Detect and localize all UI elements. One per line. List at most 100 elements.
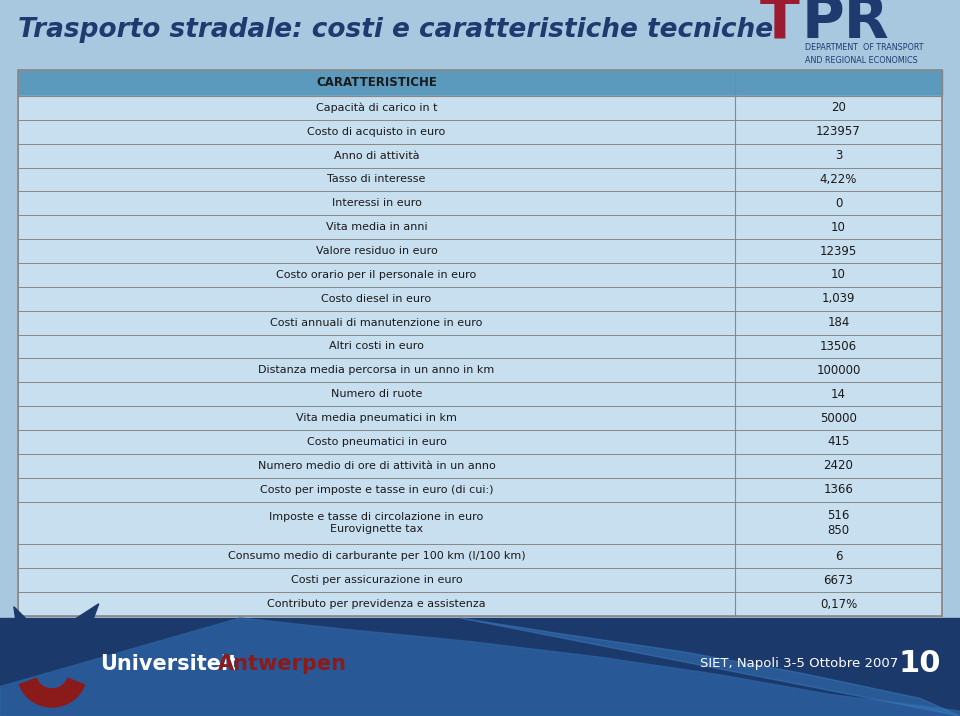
Bar	[18, 287, 942, 311]
Text: 100000: 100000	[816, 364, 861, 377]
Bar	[18, 216, 942, 239]
Bar	[18, 168, 942, 191]
Text: 10: 10	[831, 268, 846, 281]
Text: T: T	[760, 0, 800, 50]
Bar	[18, 501, 942, 544]
Text: 0: 0	[835, 197, 842, 210]
Bar	[18, 334, 942, 359]
Bar	[18, 569, 942, 592]
Text: 14: 14	[831, 387, 846, 401]
Bar	[18, 70, 942, 616]
Bar	[18, 592, 942, 616]
Bar	[18, 96, 942, 120]
Text: 2420: 2420	[824, 459, 853, 473]
Text: Tasso di interesse: Tasso di interesse	[327, 175, 425, 185]
Polygon shape	[460, 618, 960, 716]
Polygon shape	[0, 618, 960, 716]
Text: 123957: 123957	[816, 125, 861, 138]
Text: Antwerpen: Antwerpen	[218, 654, 347, 674]
Bar	[18, 501, 942, 544]
Bar	[18, 454, 942, 478]
Bar	[18, 168, 942, 191]
Bar	[18, 191, 942, 216]
Text: Distanza media percorsa in un anno in km: Distanza media percorsa in un anno in km	[258, 365, 494, 375]
Text: Altri costi in euro: Altri costi in euro	[329, 342, 424, 352]
Text: 1366: 1366	[824, 483, 853, 496]
Text: Costo di acquisto in euro: Costo di acquisto in euro	[307, 127, 445, 137]
Bar	[18, 120, 942, 144]
Text: CARATTERISTICHE: CARATTERISTICHE	[316, 77, 437, 90]
Text: DEPARTMENT  OF TRANSPORT
AND REGIONAL ECONOMICS: DEPARTMENT OF TRANSPORT AND REGIONAL ECO…	[805, 43, 924, 64]
Bar	[18, 70, 942, 96]
Text: Universiteit: Universiteit	[100, 654, 238, 674]
Text: Costi annuali di manutenzione in euro: Costi annuali di manutenzione in euro	[271, 318, 483, 328]
Text: 13506: 13506	[820, 340, 857, 353]
Bar	[18, 144, 942, 168]
Text: 0,17%: 0,17%	[820, 598, 857, 611]
Text: 50000: 50000	[820, 412, 857, 425]
Text: Costo orario per il personale in euro: Costo orario per il personale in euro	[276, 270, 476, 280]
Text: Costo pneumatici in euro: Costo pneumatici in euro	[306, 437, 446, 447]
Bar	[18, 406, 942, 430]
Text: 10: 10	[831, 221, 846, 233]
Bar	[18, 311, 942, 334]
Bar	[18, 120, 942, 144]
Text: 1,039: 1,039	[822, 292, 855, 305]
Bar	[18, 569, 942, 592]
Text: 415: 415	[828, 435, 850, 448]
Bar	[18, 239, 942, 263]
Bar	[18, 287, 942, 311]
Text: 20: 20	[831, 102, 846, 115]
Bar	[18, 191, 942, 216]
Bar	[18, 311, 942, 334]
Bar	[18, 263, 942, 287]
Bar	[18, 430, 942, 454]
Text: 6: 6	[835, 550, 842, 563]
Text: PR: PR	[802, 0, 890, 50]
Text: Costo diesel in euro: Costo diesel in euro	[322, 294, 432, 304]
Bar	[18, 454, 942, 478]
Text: Numero medio di ore di attività in un anno: Numero medio di ore di attività in un an…	[257, 460, 495, 470]
Bar	[18, 382, 942, 406]
Bar	[18, 239, 942, 263]
Bar	[18, 544, 942, 569]
FancyArrow shape	[13, 606, 47, 662]
Bar	[18, 478, 942, 501]
Text: 3: 3	[835, 149, 842, 162]
Bar	[18, 430, 942, 454]
Text: Interessi in euro: Interessi in euro	[331, 198, 421, 208]
FancyArrow shape	[51, 604, 99, 659]
Bar	[18, 144, 942, 168]
Bar	[18, 216, 942, 239]
Text: Costo per imposte e tasse in euro (di cui:): Costo per imposte e tasse in euro (di cu…	[260, 485, 493, 495]
Bar	[18, 478, 942, 501]
Text: Vita media in anni: Vita media in anni	[325, 222, 427, 232]
Bar	[18, 382, 942, 406]
Bar	[18, 359, 942, 382]
Text: Consumo medio di carburante per 100 km (l/100 km): Consumo medio di carburante per 100 km (…	[228, 551, 525, 561]
Bar	[18, 96, 942, 120]
Bar	[0, 618, 960, 716]
Text: Capacità di carico in t: Capacità di carico in t	[316, 102, 437, 113]
Text: 516
850: 516 850	[828, 509, 850, 537]
Text: 4,22%: 4,22%	[820, 173, 857, 186]
Bar	[18, 359, 942, 382]
Bar	[18, 592, 942, 616]
Text: Imposte e tasse di circolazione in euro
Eurovignette tax: Imposte e tasse di circolazione in euro …	[270, 512, 484, 533]
Text: Trasporto stradale: costi e caratteristiche tecniche: Trasporto stradale: costi e caratteristi…	[18, 17, 773, 43]
Bar	[18, 70, 942, 96]
Bar	[18, 406, 942, 430]
Text: Anno di attività: Anno di attività	[334, 150, 420, 160]
Text: Numero di ruote: Numero di ruote	[331, 390, 422, 399]
Text: Valore residuo in euro: Valore residuo in euro	[316, 246, 438, 256]
Text: 12395: 12395	[820, 245, 857, 258]
Text: 184: 184	[828, 316, 850, 329]
Text: Vita media pneumatici in km: Vita media pneumatici in km	[296, 413, 457, 423]
Text: SIET, Napoli 3-5 Ottobre 2007: SIET, Napoli 3-5 Ottobre 2007	[700, 657, 899, 670]
Text: Costi per assicurazione in euro: Costi per assicurazione in euro	[291, 575, 463, 585]
Bar	[18, 334, 942, 359]
Bar	[18, 263, 942, 287]
Bar	[18, 544, 942, 569]
Text: Contributo per previdenza e assistenza: Contributo per previdenza e assistenza	[267, 599, 486, 609]
Text: 10: 10	[899, 649, 941, 679]
